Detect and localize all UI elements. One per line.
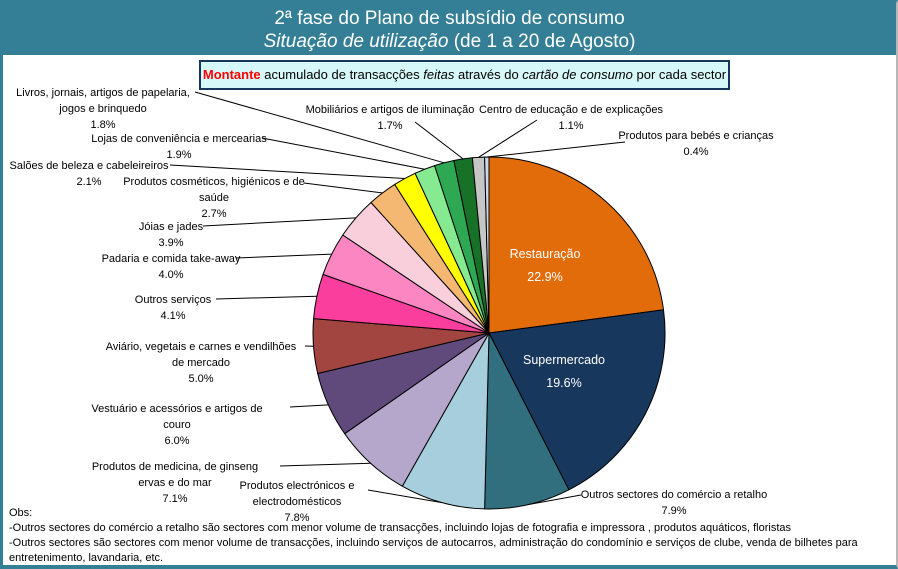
- slice-label-6: Aviário, vegetais e carnes e vendilhões d…: [51, 339, 351, 387]
- leader-line-3: [367, 489, 443, 504]
- leader-line-15: [478, 119, 538, 158]
- slice-label-10-line-1: saúde: [199, 192, 229, 204]
- slice-label-12-line-0: Lojas de conveniência e mercearias: [91, 133, 267, 145]
- slice-pct-6: 5.0%: [188, 373, 214, 385]
- slice-label-5-line-1: couro: [163, 419, 191, 431]
- slice-label-3: Produtos electrónicos e electrodomésticos…: [147, 478, 447, 526]
- leader-line-7: [215, 295, 317, 300]
- slice-label-7-line-0: Outros serviços: [134, 294, 212, 306]
- slice-label-5-line-0: Vestuário e acessórios e artigos de: [91, 403, 263, 415]
- leader-line-2: [527, 494, 582, 506]
- title-line-2-italic: Situação de utilização: [263, 31, 449, 52]
- notes-block: Obs: -Outros sectores do comércio a reta…: [9, 506, 891, 565]
- notes-line-2: -Outros sectores são sectores com menor …: [9, 537, 858, 564]
- slice-pct-9: 3.9%: [158, 237, 184, 249]
- slice-pct-2: 7.9%: [661, 505, 687, 517]
- title-line-2: Situação de utilização (de 1 a 20 de Ago…: [3, 30, 896, 53]
- leader-line-4: [279, 462, 371, 467]
- subtitle-seg4: através do: [454, 67, 523, 82]
- title-line-1: 2ª fase do Plano de subsídio de consumo: [274, 8, 625, 29]
- slice-label-13-line-1: jogos e brinquedo: [59, 103, 147, 115]
- slice-pct-14: 1.7%: [377, 120, 403, 132]
- slice-label-3-line-0: Produtos electrónicos e: [239, 480, 355, 492]
- slice-label-2-line-0: Outros sectores do comércio a retalho: [580, 489, 768, 501]
- slice-pct-13: 1.8%: [90, 119, 116, 131]
- slice-label-14: Mobiliários e artigos de iluminação 1.7%: [240, 102, 540, 134]
- slice-label-1-line-0: Supermercado: [523, 353, 605, 367]
- subtitle-cartao: cartão de consumo: [522, 67, 633, 82]
- slice-pct-10: 2.7%: [201, 208, 227, 220]
- leader-line-12: [261, 137, 425, 170]
- subtitle-seg2: acumulado de transacções: [260, 67, 424, 82]
- pie-slice-1: [488, 309, 666, 491]
- slice-label-13-line-0: Livros, jornais, artigos de papelaria,: [16, 87, 190, 99]
- subtitle-seg6: por cada sector: [632, 67, 727, 82]
- leader-line-11: [169, 164, 405, 179]
- slice-label-4: Produtos de medicina, de ginseng ervas e …: [25, 459, 325, 507]
- slice-label-11-line-0: Salões de beleza e cabeleireiros: [9, 160, 169, 172]
- slice-label-8: Padaria e comida take-away 4.0%: [21, 251, 321, 283]
- notes-line-1: -Outros sectores do comércio a retalho s…: [9, 522, 791, 534]
- slice-label-10: Produtos cosméticos, higiénicos e de saúd…: [64, 174, 364, 222]
- leader-line-13: [194, 91, 445, 164]
- slice-label-9: Jóias e jades 3.9%: [21, 219, 321, 251]
- subtitle-box: Montante acumulado de transacções feitas…: [199, 60, 730, 90]
- slice-label-8-line-0: Padaria e comida take-away: [101, 253, 241, 265]
- slice-label-15-line-0: Centro de educação e de explicações: [478, 104, 664, 116]
- slice-pct-5: 6.0%: [164, 435, 190, 447]
- subtitle-montante: Montante: [202, 67, 261, 82]
- slice-pct-11: 2.1%: [76, 176, 102, 188]
- slice-label-13: Livros, jornais, artigos de papelaria, jo…: [3, 85, 253, 133]
- slice-pct-0: 22.9%: [527, 270, 563, 284]
- slice-label-16: Produtos para bebés e crianças 0.4%: [546, 128, 846, 160]
- slice-label-3-line-1: electrodomésticos: [252, 496, 342, 508]
- slice-label-10-line-0: Produtos cosméticos, higiénicos e de: [123, 176, 305, 188]
- pie-slice-0: [488, 156, 665, 334]
- slice-pct-3: 7.8%: [284, 512, 310, 524]
- slice-pct-16: 0.4%: [683, 146, 709, 158]
- title-line-2-rest: (de 1 a 20 de Agosto): [448, 31, 636, 52]
- leader-line-10: [303, 182, 383, 194]
- slice-label-9-line-0: Jóias e jades: [138, 221, 204, 233]
- slice-label-0-line-0: Restauração: [509, 247, 581, 261]
- slice-label-12: Lojas de conveniência e mercearias 1.9%: [29, 131, 329, 163]
- notes-obs-label: Obs:: [9, 507, 33, 519]
- slice-label-1: Supermercado 19.6%: [464, 352, 664, 391]
- pie-chart: [169, 91, 666, 510]
- slice-pct-8: 4.0%: [158, 269, 184, 281]
- slice-label-6-line-1: de mercado: [171, 357, 231, 369]
- slice-label-6-line-0: Aviário, vegetais e carnes e vendilhões: [105, 341, 297, 353]
- slice-label-15: Centro de educação e de explicações 1.1%: [421, 102, 721, 134]
- leader-line-5: [289, 404, 329, 408]
- slice-label-5: Vestuário e acessórios e artigos de couro…: [27, 401, 327, 449]
- slice-label-4-line-1: ervas e do mar: [138, 477, 212, 489]
- slice-pct-15: 1.1%: [558, 120, 584, 132]
- leader-line-8: [235, 253, 332, 259]
- slice-pct-4: 7.1%: [162, 493, 188, 505]
- slice-label-2: Outros sectores do comércio a retalho 7.9…: [524, 487, 824, 519]
- slice-label-14-line-0: Mobiliários e artigos de iluminação: [305, 104, 475, 116]
- slice-label-11: Salões de beleza e cabeleireiros 2.1%: [3, 158, 239, 190]
- slice-label-7: Outros serviços 4.1%: [23, 292, 323, 324]
- leader-line-14: [414, 121, 464, 160]
- slice-pct-1: 19.6%: [546, 376, 582, 390]
- slice-label-4-line-0: Produtos de medicina, de ginseng: [91, 461, 259, 473]
- slice-pct-12: 1.9%: [166, 149, 192, 161]
- slice-label-16-line-0: Produtos para bebés e crianças: [618, 130, 774, 142]
- subtitle-feitas: feitas: [423, 67, 455, 82]
- leader-line-16: [486, 141, 626, 158]
- slice-pct-7: 4.1%: [160, 310, 186, 322]
- chart-title-banner: 2ª fase do Plano de subsídio de consumo …: [3, 3, 896, 55]
- slice-label-0: Restauração 22.9%: [445, 246, 645, 285]
- leader-line-9: [202, 217, 356, 227]
